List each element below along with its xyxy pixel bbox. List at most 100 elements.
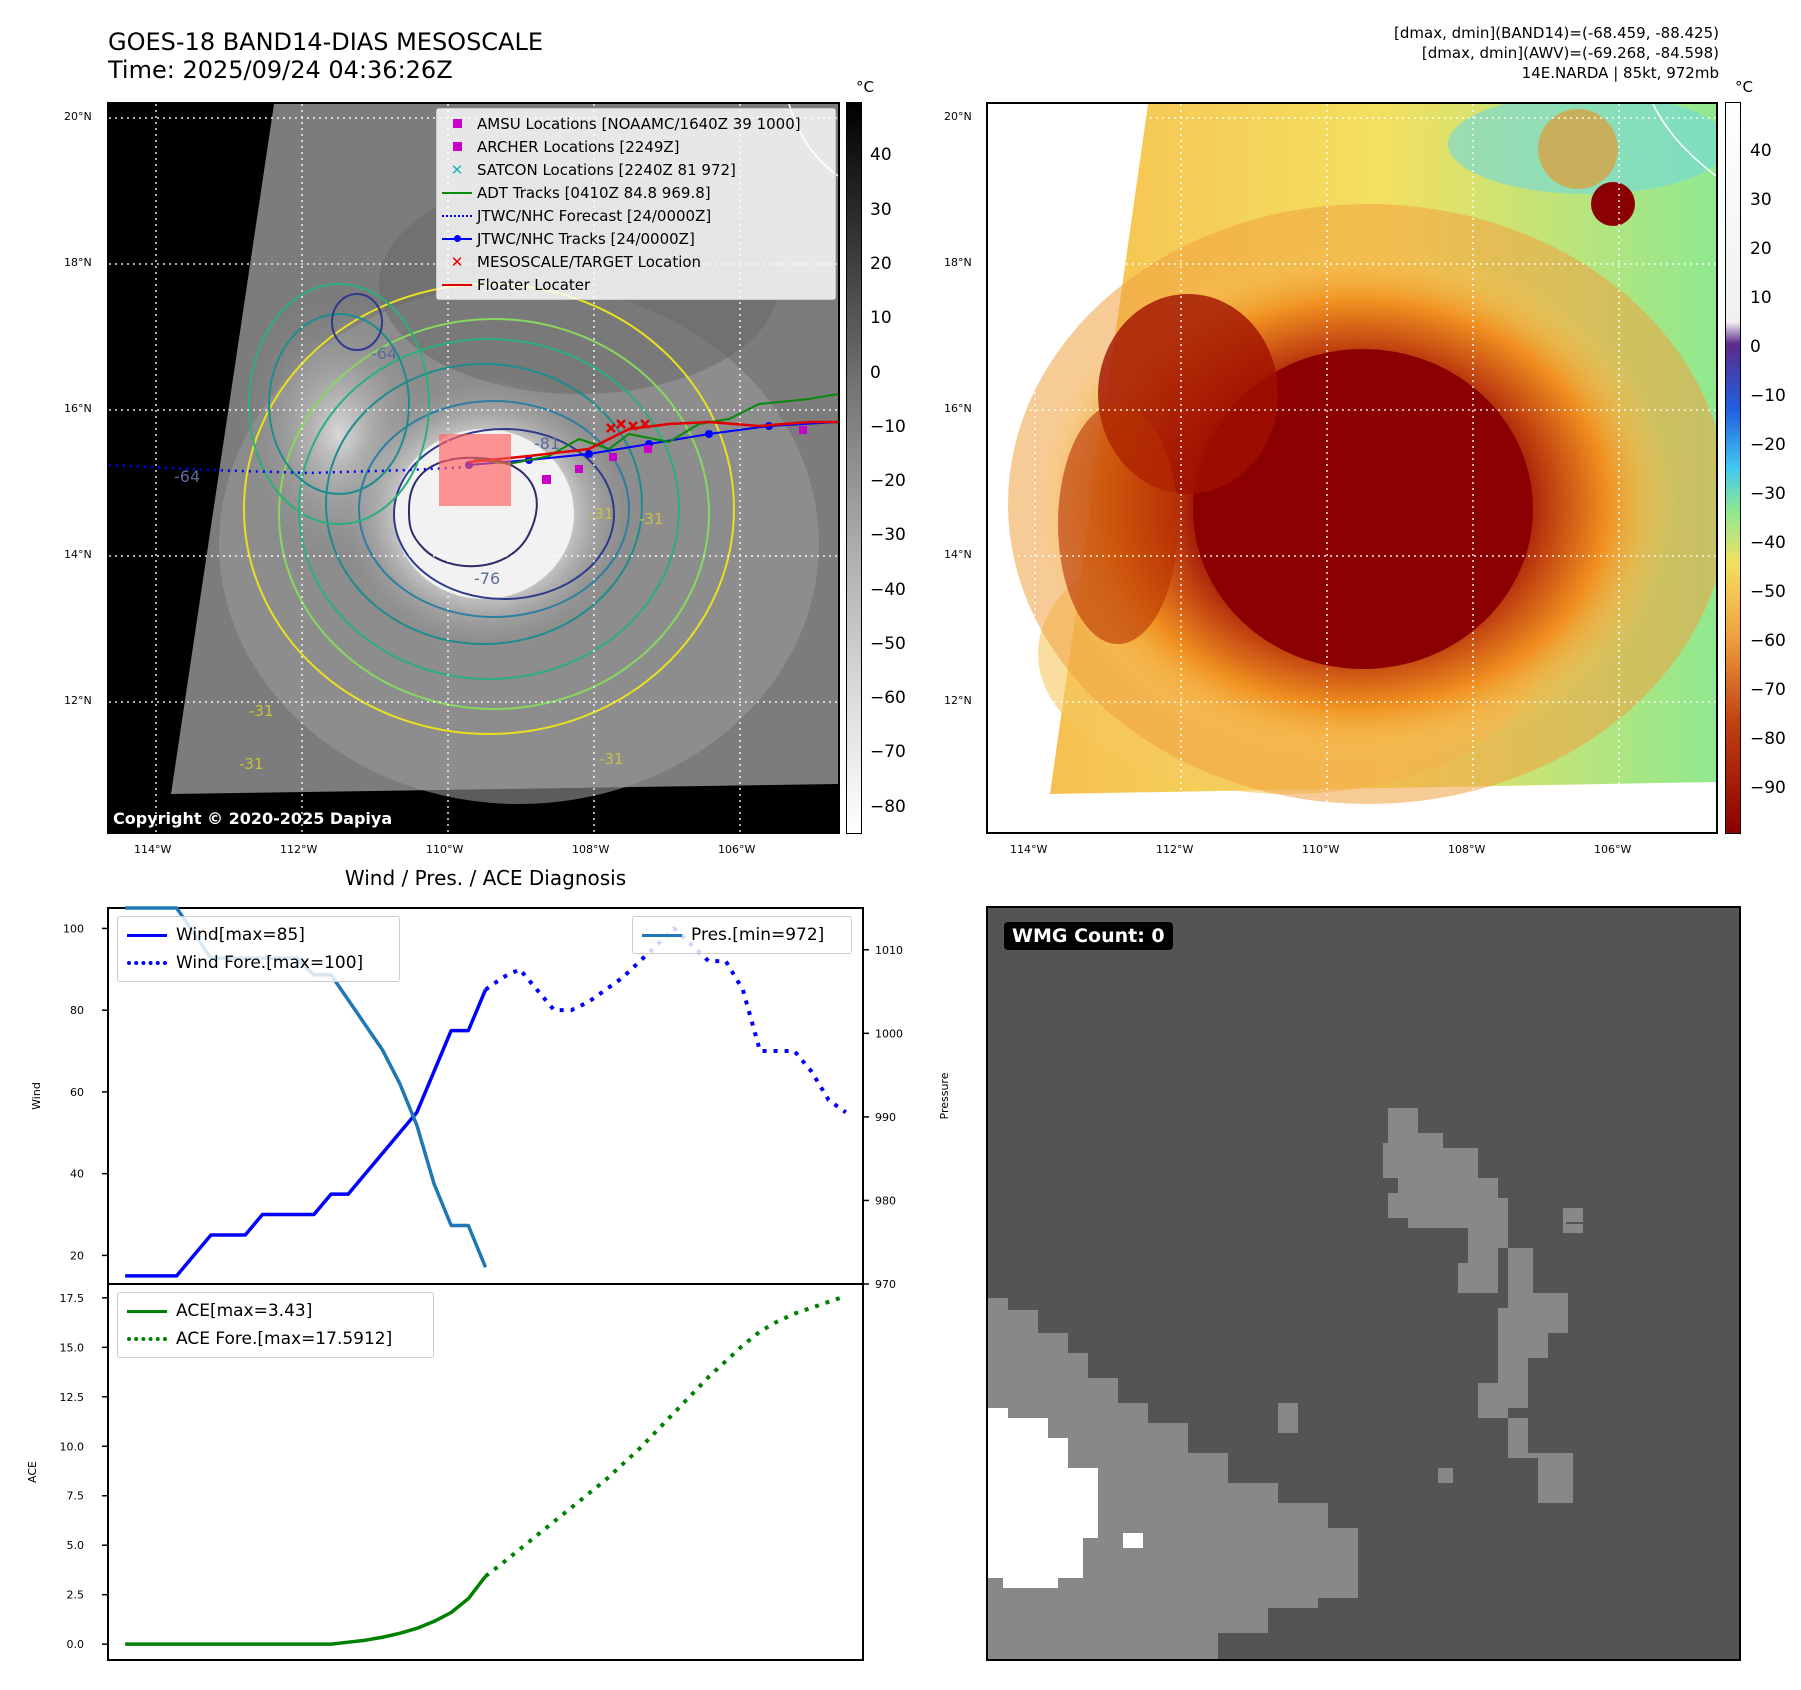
legend-item: ARCHER Locations [2249Z] bbox=[437, 135, 835, 158]
lon-label: 106°W bbox=[1594, 843, 1632, 856]
y-tick-label: 100 bbox=[63, 922, 84, 935]
lat-label: 14°N bbox=[944, 548, 972, 561]
y-tick-label: 10.0 bbox=[60, 1440, 85, 1453]
contour-label: -64 bbox=[174, 467, 200, 486]
line-icon bbox=[442, 283, 472, 286]
lon-label: 110°W bbox=[426, 843, 464, 856]
legend-item: JTWC/NHC Tracks [24/0000Z] bbox=[437, 227, 835, 250]
x-icon: ✕ bbox=[450, 252, 464, 271]
lat-label: 20°N bbox=[944, 110, 972, 123]
y2-tick-label: 970 bbox=[875, 1278, 896, 1291]
y-tick-label: 80 bbox=[70, 1004, 84, 1017]
target-box bbox=[439, 434, 511, 506]
lon-label: 112°W bbox=[280, 843, 318, 856]
contour-label: -31 bbox=[599, 750, 624, 768]
lon-label: 108°W bbox=[572, 843, 610, 856]
lat-label: 20°N bbox=[64, 110, 92, 123]
contour-label: -31 bbox=[589, 505, 614, 523]
legend-item: ✕ SATCON Locations [2240Z 81 972] bbox=[437, 158, 835, 181]
series-line bbox=[484, 1294, 847, 1578]
copyright: Copyright © 2020-2025 Dapiya bbox=[113, 809, 393, 828]
series-line bbox=[125, 989, 488, 1278]
legend-item: JTWC/NHC Forecast [24/0000Z] bbox=[437, 204, 835, 227]
colorbar-left bbox=[846, 102, 862, 834]
square-icon bbox=[452, 142, 462, 151]
dotted-line-icon bbox=[127, 961, 167, 965]
contour-label: -76 bbox=[474, 569, 500, 588]
y-tick-label: 0.0 bbox=[67, 1638, 85, 1651]
y-tick-label: 20 bbox=[70, 1249, 84, 1262]
line-icon bbox=[642, 933, 682, 937]
series-line bbox=[125, 1575, 487, 1646]
x-icon: ✕ bbox=[450, 160, 464, 179]
lon-label: 114°W bbox=[1010, 843, 1048, 856]
contour-label: -81 bbox=[534, 434, 560, 453]
lat-label: 16°N bbox=[944, 402, 972, 415]
wind-legend: Wind[max=85] Wind Fore.[max=100] bbox=[117, 916, 400, 982]
y2-tick-label: 1010 bbox=[875, 944, 903, 957]
dotted-line-icon bbox=[442, 214, 472, 217]
map-gridlines bbox=[988, 104, 1716, 832]
ir-map-panel: -64 -64 -76 -81 -31 -31 -31 -31 -31 Copy… bbox=[107, 102, 840, 834]
y2-tick-label: 980 bbox=[875, 1194, 896, 1207]
contour-label: -31 bbox=[639, 510, 664, 528]
y-tick-label: 2.5 bbox=[67, 1589, 85, 1602]
y-tick-label: 5.0 bbox=[67, 1539, 85, 1552]
y-tick-label: 15.0 bbox=[60, 1341, 85, 1354]
y-tick-label: 12.5 bbox=[60, 1391, 85, 1404]
ace-legend: ACE[max=3.43] ACE Fore.[max=17.5912] bbox=[117, 1292, 434, 1358]
line-icon bbox=[127, 933, 167, 937]
lat-label: 12°N bbox=[64, 694, 92, 707]
dotted-line-icon bbox=[127, 1337, 167, 1341]
legend-item: Pres.[min=972] bbox=[633, 921, 851, 949]
chart-time: Time: 2025/09/24 04:36:26Z bbox=[108, 56, 453, 84]
lon-label: 110°W bbox=[1302, 843, 1340, 856]
dmax-dmin-band14: [dmax, dmin](BAND14)=(-68.459, -88.425) bbox=[1394, 24, 1719, 42]
pressure-axis-label: Pressure bbox=[938, 1072, 951, 1119]
legend-item: Wind Fore.[max=100] bbox=[118, 949, 399, 977]
legend-item: ACE Fore.[max=17.5912] bbox=[118, 1325, 433, 1353]
lat-label: 18°N bbox=[944, 256, 972, 269]
colorbar-unit: °C bbox=[1735, 78, 1753, 96]
lon-label: 106°W bbox=[718, 843, 756, 856]
lon-label: 112°W bbox=[1156, 843, 1194, 856]
colorbar-right bbox=[1725, 102, 1741, 834]
legend-item: ACE[max=3.43] bbox=[118, 1297, 433, 1325]
diagnosis-title: Wind / Pres. / ACE Diagnosis bbox=[344, 866, 627, 890]
y-tick-label: 7.5 bbox=[67, 1490, 85, 1503]
wmg-panel: WMG Count: 0 bbox=[986, 906, 1741, 1661]
legend-item: ADT Tracks [0410Z 84.8 969.8] bbox=[437, 181, 835, 204]
pressure-legend: Pres.[min=972] bbox=[632, 916, 852, 954]
lat-label: 18°N bbox=[64, 256, 92, 269]
y-tick-label: 17.5 bbox=[60, 1292, 85, 1305]
contour-label: -64 bbox=[371, 344, 397, 363]
contour-label: -31 bbox=[239, 755, 264, 773]
legend-item: AMSU Locations [NOAAMC/1640Z 39 1000] bbox=[437, 112, 835, 135]
lon-label: 108°W bbox=[1448, 843, 1486, 856]
contour-label: -31 bbox=[249, 702, 274, 720]
ace-axis-label: ACE bbox=[26, 1461, 39, 1483]
map-legend: AMSU Locations [NOAAMC/1640Z 39 1000] AR… bbox=[436, 108, 836, 300]
y2-tick-label: 1000 bbox=[875, 1027, 903, 1040]
colorbar-unit: °C bbox=[856, 78, 874, 96]
awv-map-panel bbox=[986, 102, 1718, 834]
line-icon bbox=[442, 191, 472, 194]
lon-label: 114°W bbox=[134, 843, 172, 856]
y-tick-label: 40 bbox=[70, 1168, 84, 1181]
lat-label: 16°N bbox=[64, 402, 92, 415]
y-tick-label: 60 bbox=[70, 1086, 84, 1099]
line-icon bbox=[127, 1309, 167, 1313]
legend-item: Wind[max=85] bbox=[118, 921, 399, 949]
wmg-image bbox=[988, 1108, 1588, 1659]
legend-item: Floater Locater bbox=[437, 273, 835, 296]
y2-tick-label: 990 bbox=[875, 1111, 896, 1124]
chart-title: GOES-18 BAND14-DIAS MESOSCALE bbox=[108, 28, 544, 56]
lat-label: 12°N bbox=[944, 694, 972, 707]
storm-info: 14E.NARDA | 85kt, 972mb bbox=[1521, 64, 1719, 82]
wind-axis-label: Wind bbox=[30, 1082, 43, 1110]
wmg-count-badge: WMG Count: 0 bbox=[1004, 922, 1173, 950]
square-icon bbox=[452, 119, 462, 128]
lat-label: 14°N bbox=[64, 548, 92, 561]
awv-map-image bbox=[988, 104, 1716, 832]
dmax-dmin-awv: [dmax, dmin](AWV)=(-69.268, -84.598) bbox=[1421, 44, 1719, 62]
